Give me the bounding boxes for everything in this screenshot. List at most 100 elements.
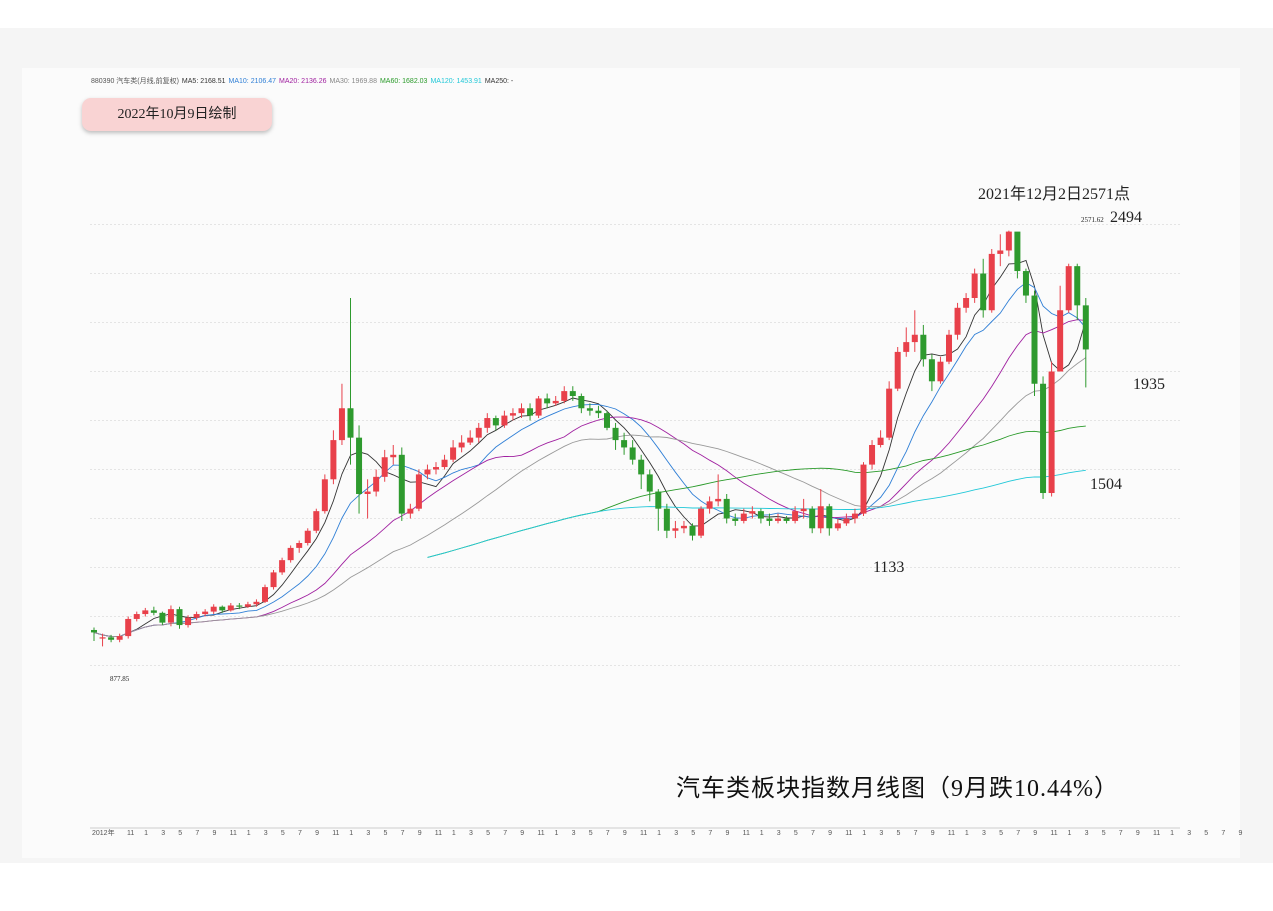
x-tick-label: 5 <box>897 830 901 837</box>
candle-body <box>509 413 516 416</box>
candle <box>663 503 670 539</box>
candle-body <box>270 572 277 588</box>
candle-body <box>911 334 918 343</box>
candle <box>227 603 234 612</box>
candle <box>415 469 422 512</box>
candle-body <box>262 587 268 602</box>
candle-body <box>920 334 927 360</box>
candle <box>800 498 807 519</box>
candle <box>629 440 636 465</box>
candle <box>509 408 516 421</box>
candle-body <box>552 400 559 404</box>
x-tick-label: 1 <box>247 830 251 837</box>
x-tick-label: 1 <box>760 830 764 837</box>
candle-body <box>527 408 534 416</box>
draw-date-badge: 2022年10月9日绘制 <box>82 98 272 131</box>
candle <box>270 569 277 590</box>
candle-body <box>202 611 209 615</box>
candle-body <box>424 469 431 475</box>
candle <box>552 396 559 406</box>
candle <box>732 513 739 526</box>
x-tick-label: 9 <box>1136 830 1140 837</box>
candle <box>749 506 756 519</box>
candle <box>185 615 192 628</box>
candle <box>356 425 363 514</box>
candle-body <box>903 342 910 352</box>
low-1504-annotation: 1504 <box>1090 476 1122 493</box>
candle <box>928 354 935 392</box>
ma-line-ma10 <box>93 282 1087 637</box>
candle <box>586 403 593 416</box>
x-tick-label: 7 <box>401 830 405 837</box>
candle-body <box>954 307 961 335</box>
candle <box>706 496 713 514</box>
candle <box>604 410 610 431</box>
candle-body <box>621 440 628 448</box>
candle <box>612 422 619 450</box>
candle <box>1057 285 1064 372</box>
candle-body <box>672 528 679 531</box>
x-tick-label: 5 <box>589 830 593 837</box>
x-tick-label: 7 <box>708 830 712 837</box>
candle <box>424 464 431 480</box>
x-tick-label: 3 <box>264 830 268 837</box>
candle <box>108 634 115 643</box>
candle <box>347 298 354 465</box>
candle-body <box>877 437 884 445</box>
candle <box>595 405 602 419</box>
candle <box>99 633 106 647</box>
candle <box>167 605 174 627</box>
candle <box>903 327 910 357</box>
candle <box>433 462 439 475</box>
candle-body <box>783 518 790 521</box>
candle-body <box>851 513 858 519</box>
candle <box>997 234 1004 267</box>
candle-body <box>698 508 705 536</box>
candle-body <box>159 612 166 623</box>
candle-body <box>133 614 140 619</box>
candle <box>159 611 166 626</box>
x-tick-label: 7 <box>195 830 199 837</box>
candle-body <box>458 442 465 448</box>
candle <box>142 607 149 617</box>
candle-body <box>586 408 593 411</box>
candle <box>125 616 132 639</box>
candle <box>219 605 226 613</box>
candles <box>91 230 1089 647</box>
candle <box>398 447 405 521</box>
candle-body <box>928 359 935 382</box>
candle <box>569 386 576 401</box>
candle-body <box>364 491 371 494</box>
x-tick-label: 3 <box>366 830 370 837</box>
ma-line-ma60 <box>427 425 1086 558</box>
candle <box>1005 230 1012 257</box>
candle-body <box>244 604 251 607</box>
candle <box>1014 231 1021 279</box>
candle <box>988 249 995 313</box>
candle <box>817 489 824 534</box>
x-tick-label: 3 <box>1187 830 1191 837</box>
candle-body <box>946 334 952 362</box>
low-1133-annotation: 1133 <box>873 559 904 576</box>
candle <box>475 422 482 443</box>
candle-body <box>484 418 491 428</box>
x-tick-label: 9 <box>1033 830 1037 837</box>
candle-body <box>99 637 106 639</box>
candle-body <box>338 408 345 441</box>
candle <box>757 508 764 524</box>
candle <box>886 381 893 441</box>
x-tick-label: 9 <box>931 830 935 837</box>
candle <box>492 415 499 431</box>
candle-body <box>407 508 414 514</box>
candle <box>860 462 867 517</box>
candle <box>561 386 568 404</box>
candle <box>578 393 585 414</box>
candle-body <box>467 437 474 443</box>
candle-body <box>766 518 773 521</box>
candle-body <box>167 609 174 623</box>
x-tick-label: 9 <box>315 830 319 837</box>
last-1935-annotation: 1935 <box>1133 376 1165 393</box>
candle-body <box>1057 310 1064 372</box>
candle <box>638 454 645 490</box>
candle-body <box>287 547 294 561</box>
